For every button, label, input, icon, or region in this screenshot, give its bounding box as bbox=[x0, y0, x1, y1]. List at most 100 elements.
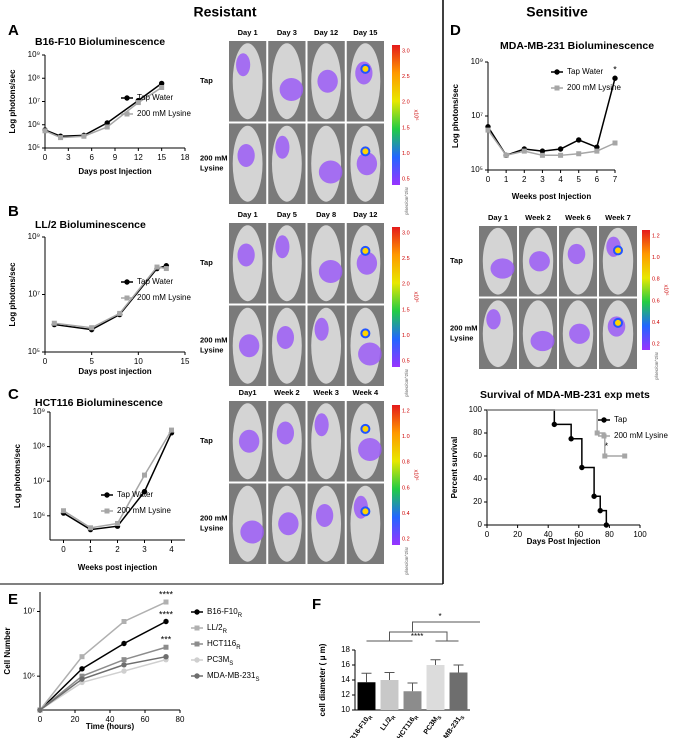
signal-blob bbox=[318, 259, 343, 284]
colorbar-units-note: p/sec/cm^2/sr bbox=[404, 187, 409, 215]
y-tick-label: 40 bbox=[473, 474, 482, 483]
annotation: * bbox=[439, 612, 442, 621]
signal-hot bbox=[360, 423, 371, 434]
legend-label: 200 mM Lysine bbox=[614, 431, 669, 440]
panel-letter: C bbox=[8, 386, 19, 403]
colorbar-label: 0.2 bbox=[652, 341, 660, 347]
data-point bbox=[79, 676, 85, 682]
y-axis-label: Log photons/sec bbox=[451, 83, 460, 148]
signal-blob bbox=[486, 309, 501, 330]
data-point bbox=[121, 662, 127, 668]
series-line bbox=[39, 658, 167, 711]
signal-blob bbox=[314, 413, 329, 437]
data-point bbox=[622, 453, 628, 459]
data-point bbox=[81, 133, 87, 139]
signal-hot bbox=[613, 245, 623, 256]
x-tick-label: 60 bbox=[141, 715, 150, 724]
bar bbox=[449, 672, 468, 710]
mouse-body bbox=[602, 227, 634, 295]
data-point bbox=[51, 320, 57, 326]
colorbar bbox=[392, 227, 400, 367]
data-point bbox=[163, 653, 169, 660]
section-header: Resistant bbox=[193, 4, 256, 20]
mouse-body bbox=[271, 125, 302, 202]
series-line bbox=[39, 646, 167, 711]
colorbar-label: 3.0 bbox=[402, 48, 410, 54]
image-column-label: Day 5 bbox=[277, 210, 297, 219]
y-tick-label: 100 bbox=[469, 405, 483, 414]
signal-blob bbox=[318, 160, 343, 184]
x-tick-label: 0 bbox=[43, 357, 48, 366]
colorbar-label: 0.6 bbox=[402, 485, 410, 491]
image-row-label: Lysine bbox=[450, 334, 473, 343]
data-point bbox=[539, 152, 545, 158]
signal-blob bbox=[276, 325, 295, 350]
y-axis-label: Percent survival bbox=[450, 437, 459, 499]
y-tick-label: 10⁷ bbox=[23, 607, 35, 616]
colorbar-label: 2.0 bbox=[402, 282, 410, 288]
legend-marker bbox=[104, 492, 110, 498]
x-tick-label: 3 bbox=[66, 153, 71, 162]
colorbar-label: 1.5 bbox=[402, 125, 410, 131]
annotation: **** bbox=[159, 609, 174, 619]
x-tick-label: 0 bbox=[43, 153, 48, 162]
data-point bbox=[104, 120, 110, 126]
legend-marker bbox=[124, 111, 130, 117]
x-tick-subscript: R bbox=[414, 715, 421, 722]
series-line bbox=[487, 129, 616, 157]
y-tick-label: 16 bbox=[341, 660, 350, 669]
legend-marker bbox=[554, 85, 560, 91]
x-axis-label: Days post injection bbox=[78, 367, 151, 376]
data-point bbox=[612, 140, 618, 146]
panel-letter: E bbox=[8, 591, 18, 608]
colorbar-units-note: p/sec/cm^2/sr bbox=[404, 369, 409, 397]
data-point bbox=[579, 464, 585, 471]
signal-blob bbox=[358, 437, 382, 462]
data-point bbox=[158, 80, 165, 87]
mouse-body bbox=[311, 403, 342, 480]
colorbar-units-note: p/sec/cm^2/sr bbox=[404, 547, 409, 575]
y-tick-label: 10⁹ bbox=[28, 232, 40, 241]
annotation: **** bbox=[159, 589, 174, 599]
legend-marker bbox=[194, 673, 200, 679]
colorbar-label: 1.2 bbox=[652, 233, 660, 239]
data-point bbox=[521, 148, 527, 154]
signal-blob bbox=[567, 243, 586, 265]
signal-blob bbox=[275, 135, 290, 159]
mouse-body bbox=[232, 43, 263, 120]
chart-title: MDA-MB-231 Bioluminescence bbox=[500, 40, 654, 52]
data-point bbox=[121, 640, 127, 647]
y-tick-label: 60 bbox=[473, 451, 482, 460]
series-line bbox=[39, 601, 167, 711]
data-point bbox=[135, 100, 141, 106]
signal-blob bbox=[315, 503, 334, 528]
data-point bbox=[603, 522, 610, 528]
x-tick-label: 5 bbox=[89, 357, 94, 366]
mouse-body bbox=[271, 225, 302, 302]
image-row-label: 200 mM bbox=[200, 154, 228, 163]
image-row-label: Lysine bbox=[200, 346, 223, 355]
x-tick-label: 60 bbox=[574, 530, 583, 539]
error-bar bbox=[453, 664, 464, 673]
annotation: *** bbox=[161, 635, 172, 645]
colorbar-label: 1.5 bbox=[402, 307, 410, 313]
legend-marker bbox=[194, 657, 200, 663]
x-tick-subscript: S bbox=[460, 715, 467, 722]
signal-blob bbox=[569, 323, 590, 344]
image-column-label: Day 12 bbox=[314, 28, 338, 37]
series-line bbox=[44, 82, 163, 138]
signal-blob bbox=[490, 258, 515, 279]
data-point bbox=[42, 128, 48, 134]
x-tick-label: 80 bbox=[605, 530, 614, 539]
legend-label: 200 mM Lysine bbox=[117, 506, 172, 515]
image-column-label: Week 7 bbox=[605, 213, 631, 222]
legend-label: PC3MS bbox=[207, 655, 233, 666]
y-tick-label: 0 bbox=[478, 520, 483, 529]
legend-marker bbox=[601, 433, 607, 439]
bar bbox=[426, 665, 445, 710]
signal-blob bbox=[237, 143, 255, 168]
x-tick-label: 4 bbox=[169, 545, 174, 554]
chart-title: HCT116 Bioluminescence bbox=[35, 397, 163, 409]
x-axis-label: Time (hours) bbox=[86, 722, 135, 731]
